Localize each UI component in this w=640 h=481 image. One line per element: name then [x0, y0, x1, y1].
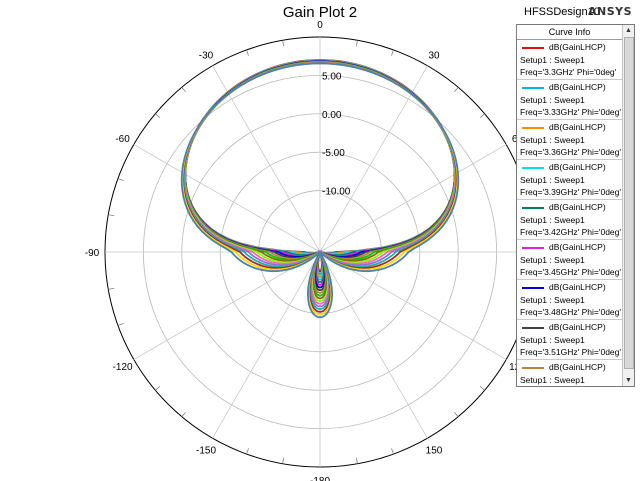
- chart-title: Gain Plot 2: [282, 4, 358, 21]
- legend-swatch: [522, 47, 544, 49]
- radial-tick-label: -10.00: [322, 187, 351, 198]
- legend-curve-name: dB(GainLHCP): [549, 282, 606, 292]
- legend-entry[interactable]: dB(GainLHCP) Setup1 : Sweep1 Freq='3.51GHz…: [517, 320, 622, 360]
- grid-spoke: [212, 65, 321, 253]
- legend-curve-name: dB(GainLHCP): [549, 242, 606, 252]
- tick-mark: [108, 287, 115, 290]
- tick-mark: [454, 411, 459, 417]
- angle-tick-label: -30: [199, 51, 214, 62]
- radial-tick-label: 5.00: [322, 71, 342, 82]
- tick-mark: [181, 87, 186, 93]
- legend-entry[interactable]: dB(GainLHCP) Setup1 : Sweep1 Freq='3.39GHz…: [517, 160, 622, 200]
- tick-mark: [117, 178, 124, 181]
- legend-curve-name: dB(GainLHCP): [549, 162, 606, 172]
- legend-freq: Freq='3.51GHz' Phi='0deg': [520, 347, 621, 357]
- grid-spoke: [212, 251, 321, 439]
- legend-entry[interactable]: dB(GainLHCP) Setup1 : Sweep1 Freq='3.33GHz…: [517, 80, 622, 120]
- legend-swatch: [522, 127, 544, 129]
- legend-title: Curve Info: [517, 25, 622, 40]
- legend-setup: Setup1 : Sweep1: [520, 175, 585, 185]
- legend-setup: Setup1 : Sweep1: [520, 255, 585, 265]
- legend-setup: Setup1 : Sweep1: [520, 135, 585, 145]
- tick-mark: [479, 386, 485, 391]
- angle-tick-label: -180: [310, 476, 330, 481]
- scroll-thumb[interactable]: [624, 37, 634, 369]
- legend-freq: Freq='3.39GHz' Phi='0deg': [520, 187, 621, 197]
- brand-logo: ANSYS: [588, 5, 633, 18]
- tick-mark: [108, 214, 115, 217]
- legend-swatch: [522, 87, 544, 89]
- legend-freq: Freq='3.42GHz' Phi='0deg': [520, 227, 621, 237]
- legend-curve-name: dB(GainLHCP): [549, 82, 606, 92]
- tick-mark: [155, 113, 161, 118]
- legend-entry[interactable]: dB(GainLHCP) Setup1 : Sweep1 Freq='3.42GHz…: [517, 200, 622, 240]
- legend-freq: Freq='3.48GHz' Phi='0deg': [520, 307, 621, 317]
- legend-setup: Setup1 : Sweep1: [520, 295, 585, 305]
- legend-swatch: [522, 367, 544, 369]
- angle-tick-label: 150: [426, 445, 443, 456]
- legend-swatch: [522, 247, 544, 249]
- legend-entry[interactable]: dB(GainLHCP) Setup1 : Sweep1 Freq='3.3GHz'…: [517, 40, 622, 80]
- angle-tick-label: 0: [317, 20, 323, 31]
- tick-mark: [155, 386, 161, 391]
- legend-freq: Freq='3.33GHz' Phi='0deg': [520, 107, 621, 117]
- angle-tick-label: -90: [85, 248, 100, 259]
- radial-tick-label: -5.00: [322, 148, 345, 159]
- legend-setup: Setup1 : Sweep1: [520, 95, 585, 105]
- grid-spoke: [319, 65, 428, 253]
- legend-setup: Setup1 : Sweep1: [520, 335, 585, 345]
- legend-entry[interactable]: dB(GainLHCP) Setup1 : Sweep1 Freq='3.36GHz…: [517, 120, 622, 160]
- grid-spoke: [319, 144, 507, 253]
- legend-curve-name: dB(GainLHCP): [549, 322, 606, 332]
- legend-curve-name: dB(GainLHCP): [549, 362, 606, 372]
- legend-setup: Setup1 : Sweep1: [520, 55, 585, 65]
- tick-mark: [181, 411, 186, 417]
- angle-tick-label: -120: [113, 362, 133, 373]
- angle-tick-label: -150: [196, 445, 216, 456]
- legend-setup: Setup1 : Sweep1: [520, 375, 585, 385]
- legend-swatch: [522, 327, 544, 329]
- legend-swatch: [522, 287, 544, 289]
- legend-curve-name: dB(GainLHCP): [549, 42, 606, 52]
- legend-swatch: [522, 207, 544, 209]
- grid-spoke: [319, 251, 428, 439]
- tick-mark: [117, 323, 124, 326]
- legend-entry[interactable]: dB(GainLHCP) Setup1 : Sweep1: [517, 360, 622, 386]
- series-curve: [180, 62, 460, 319]
- legend-freq: Freq='3.3GHz' Phi='0deg': [520, 67, 617, 77]
- tick-mark: [454, 87, 459, 93]
- legend-scrollbar[interactable]: ▲ ▼: [622, 25, 634, 386]
- tick-mark: [282, 40, 285, 47]
- legend-setup: Setup1 : Sweep1: [520, 215, 585, 225]
- legend-curve-name: dB(GainLHCP): [549, 122, 606, 132]
- design-name: HFSSDesign10: [524, 6, 600, 18]
- tick-mark: [282, 457, 285, 464]
- legend-freq: Freq='3.36GHz' Phi='0deg': [520, 147, 621, 157]
- legend-swatch: [522, 167, 544, 169]
- legend-freq: Freq='3.45GHz' Phi='0deg': [520, 267, 621, 277]
- legend-entry[interactable]: dB(GainLHCP) Setup1 : Sweep1 Freq='3.48GHz…: [517, 280, 622, 320]
- tick-mark: [355, 40, 358, 47]
- tick-mark: [391, 49, 394, 56]
- tick-mark: [246, 448, 249, 455]
- tick-mark: [355, 457, 358, 464]
- legend-entries: dB(GainLHCP) Setup1 : Sweep1 Freq='3.3GHz'…: [517, 40, 622, 386]
- angle-tick-label: 30: [428, 51, 440, 62]
- legend-entry[interactable]: dB(GainLHCP) Setup1 : Sweep1 Freq='3.45GHz…: [517, 240, 622, 280]
- tick-mark: [246, 49, 249, 56]
- curve-info-legend[interactable]: Curve Info dB(GainLHCP) Setup1 : Sweep1 Fr…: [516, 24, 635, 387]
- scroll-up-icon[interactable]: ▲: [625, 27, 632, 34]
- tick-mark: [479, 113, 485, 118]
- radial-tick-label: 0.00: [322, 110, 342, 121]
- angle-tick-label: -60: [115, 134, 130, 145]
- scroll-down-icon[interactable]: ▼: [625, 377, 632, 384]
- tick-mark: [391, 448, 394, 455]
- legend-curve-name: dB(GainLHCP): [549, 202, 606, 212]
- grid-spoke: [133, 144, 321, 253]
